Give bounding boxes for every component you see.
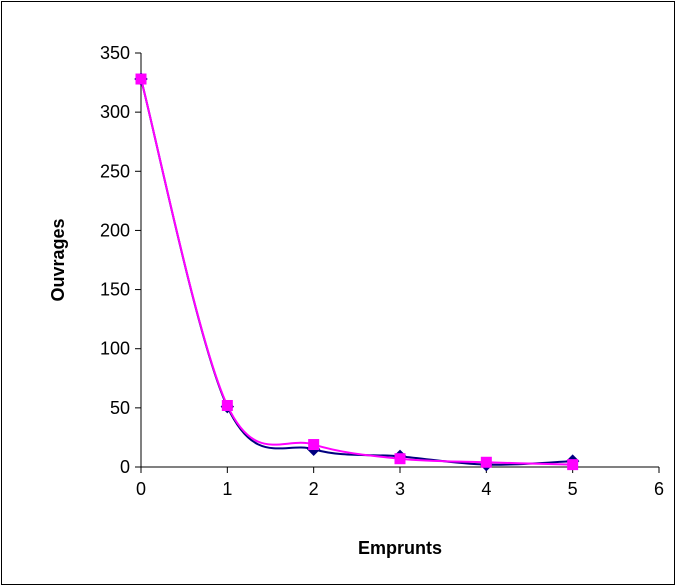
series-markers [134, 72, 580, 472]
x-tick-label: 2 [309, 479, 319, 499]
tick-labels: 0 50 100 150 200 250 300 350 0 1 2 3 4 5 6 [100, 43, 664, 499]
series-line-2 [140, 78, 573, 466]
square-marker [135, 73, 147, 85]
square-marker [480, 456, 492, 468]
x-tick-label: 6 [654, 479, 664, 499]
y-tick-label: 350 [100, 43, 130, 63]
series-line-1 [140, 78, 573, 466]
axes [135, 52, 660, 473]
y-axis-title: Ouvrages [48, 218, 68, 301]
y-tick-label: 300 [100, 102, 130, 122]
square-marker [221, 399, 233, 411]
series-lines [140, 78, 573, 466]
square-marker [567, 459, 579, 471]
y-tick-label: 250 [100, 161, 130, 181]
y-tick-label: 100 [100, 339, 130, 359]
square-marker [308, 439, 320, 451]
x-tick-label: 0 [136, 479, 146, 499]
y-tick-label: 200 [100, 220, 130, 240]
y-tick-label: 0 [120, 457, 130, 477]
x-tick-label: 5 [568, 479, 578, 499]
y-tick-label: 150 [100, 280, 130, 300]
square-marker [394, 453, 406, 465]
x-tick-label: 4 [481, 479, 491, 499]
x-axis-title: Emprunts [358, 538, 442, 558]
x-tick-label: 3 [395, 479, 405, 499]
y-tick-label: 50 [110, 398, 130, 418]
x-tick-label: 1 [222, 479, 232, 499]
